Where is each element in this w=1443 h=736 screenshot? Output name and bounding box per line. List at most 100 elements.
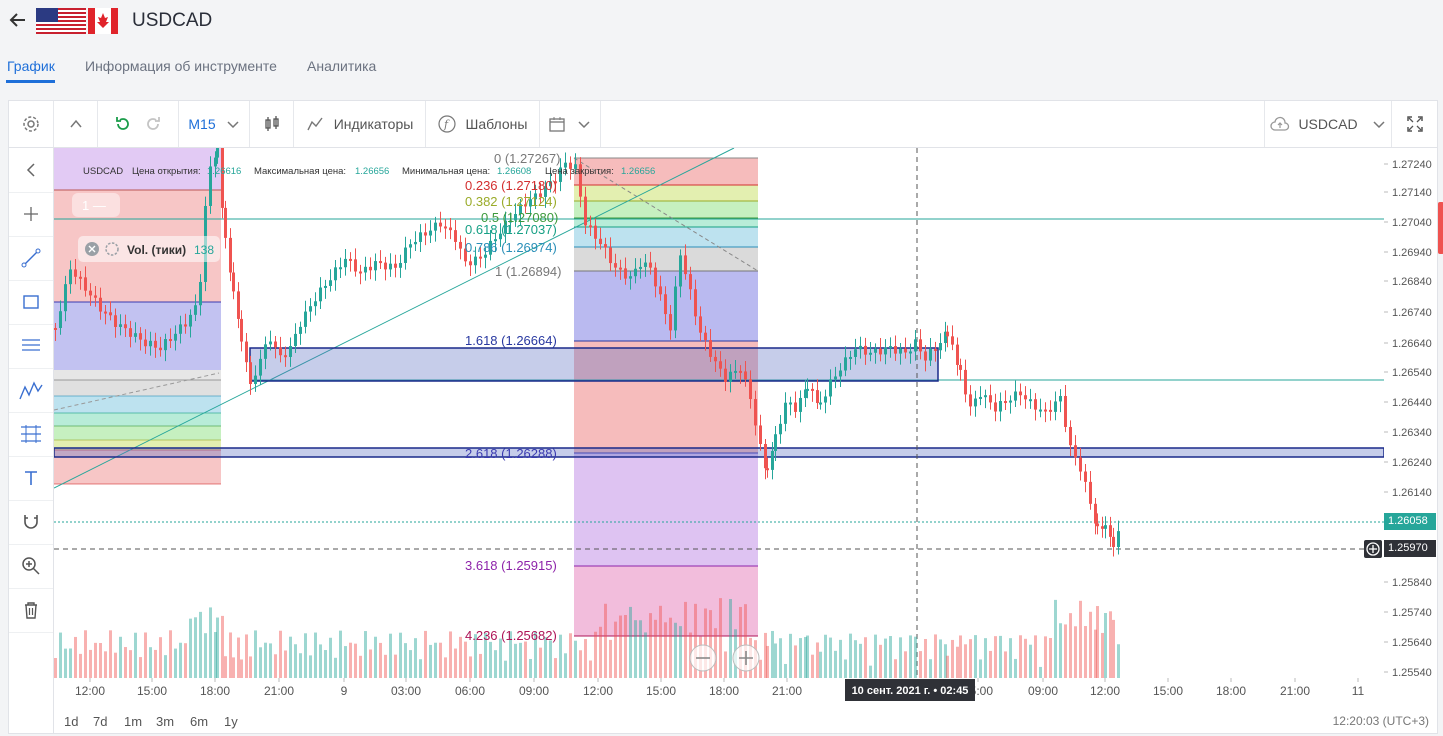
volume-bars [54, 598, 1120, 678]
fib-extension-center[interactable] [573, 157, 759, 637]
fullscreen-button[interactable] [1391, 101, 1438, 147]
time-axis[interactable]: 12:00 15:00 18:00 21:00 9 03:00 06:00 09:00 12:0… [54, 678, 1384, 702]
price-axis[interactable]: 1.27240 1.27140 1.27040 1.26940 1.26840 1.267… [1364, 148, 1437, 679]
candle-body [834, 376, 837, 380]
volume-bar [229, 632, 232, 678]
volume-bar [1101, 632, 1104, 678]
candle-body [394, 263, 397, 268]
time-tick-label: 09:00 [1028, 684, 1058, 698]
rectangle-tool[interactable] [9, 280, 53, 325]
volume-bar [1109, 611, 1112, 678]
volume-bar [69, 648, 72, 678]
volume-bar [64, 648, 67, 678]
zoom-in-button[interactable] [732, 644, 760, 672]
settings-button[interactable] [9, 101, 54, 147]
volume-bar [459, 636, 462, 678]
volume-bar [929, 659, 932, 678]
period-7d[interactable]: 7d [93, 714, 108, 729]
volume-bar [394, 654, 397, 678]
ohlc-legend: USDCAD Цена открытия: 1.26616 Максимальн… [83, 166, 655, 177]
crosshair-tool[interactable] [9, 192, 53, 237]
collapse-button[interactable] [54, 101, 98, 147]
indicators-button[interactable]: Индикаторы [294, 101, 426, 147]
rectangle-zone-lower[interactable] [54, 447, 1384, 458]
volume-bar [824, 634, 827, 678]
candle-body [309, 306, 312, 312]
delete-drawings-button[interactable] [9, 588, 53, 633]
zoom-tool[interactable] [9, 544, 53, 589]
candle-body [389, 263, 392, 270]
pane-control[interactable]: 1 — [72, 193, 120, 217]
redo-icon[interactable] [144, 115, 162, 133]
text-tool[interactable] [9, 456, 53, 501]
channel-tool[interactable] [9, 324, 53, 369]
indicators-icon [307, 117, 323, 131]
candle-body [639, 266, 642, 269]
volume-bar [1019, 635, 1022, 678]
candle-body [564, 162, 567, 168]
tab-instrument-info[interactable]: Информация об инструменте [85, 58, 277, 74]
volume-bar [879, 644, 882, 678]
undo-icon[interactable] [114, 115, 132, 133]
candle-body [699, 316, 702, 333]
price-chart[interactable]: 0 (1.27267) 0.236 (1.27180) 0.382 (1.271… [54, 148, 1384, 678]
chart-type-button[interactable] [250, 101, 294, 147]
scroll-indicator[interactable] [1438, 202, 1443, 254]
magnet-tool[interactable] [9, 500, 53, 545]
volume-bar [964, 644, 967, 678]
volume-bar [1094, 629, 1097, 678]
volume-bar [349, 642, 352, 678]
fibonacci-tool[interactable] [9, 412, 53, 457]
volume-bar [884, 638, 887, 678]
symbol-select[interactable]: USDCAD [1264, 101, 1391, 147]
fib-label: 1.618 (1.26664) [465, 333, 557, 348]
zoom-in-icon [22, 557, 40, 575]
volume-bar [59, 632, 62, 678]
volume-bar [264, 642, 267, 678]
templates-button[interactable]: f Шаблоны [426, 101, 540, 147]
volume-legend[interactable]: Vol. (тики) 138 [78, 236, 220, 262]
volume-bar [164, 655, 167, 678]
trend-line[interactable] [54, 148, 735, 489]
collapse-tools-button[interactable] [9, 148, 53, 193]
period-3m[interactable]: 3m [156, 714, 175, 729]
pattern-tool[interactable] [9, 368, 53, 413]
time-tick-label: 18:00 [200, 684, 230, 698]
candle-body [240, 318, 243, 342]
candle-body [1069, 426, 1072, 446]
tab-chart[interactable]: График [7, 58, 55, 74]
volume-bar [1074, 626, 1077, 678]
period-1y[interactable]: 1y [224, 714, 238, 729]
back-arrow-icon[interactable] [8, 10, 28, 30]
volume-bar [779, 638, 782, 678]
candle-body [859, 345, 862, 350]
candle-body [879, 348, 882, 355]
rectangle-zone-upper[interactable] [249, 347, 939, 382]
period-1m[interactable]: 1m [124, 714, 143, 729]
volume-bar [237, 637, 240, 678]
volume-bar [594, 631, 597, 678]
calendar-select[interactable] [540, 101, 601, 147]
add-alert-button[interactable] [1364, 540, 1382, 558]
indicators-label: Индикаторы [333, 116, 414, 132]
volume-bar [894, 659, 897, 678]
price-tick-label: 1.27240 [1392, 159, 1432, 171]
period-6m[interactable]: 6m [190, 714, 209, 729]
volume-bar [924, 638, 927, 678]
volume-bar [549, 640, 552, 678]
tab-analytics[interactable]: Аналитика [307, 58, 377, 74]
volume-bar [419, 659, 422, 678]
candle-body [771, 450, 774, 470]
zoom-out-button[interactable] [689, 644, 717, 672]
trendline-tool[interactable] [9, 236, 53, 281]
candle-body [344, 258, 347, 268]
candle-body [84, 277, 87, 291]
candle-body [232, 272, 235, 292]
candle-body [569, 162, 572, 169]
timeframe-select[interactable]: M15 [179, 101, 250, 147]
volume-bar [524, 641, 527, 678]
gear-icon [105, 242, 119, 256]
period-1d[interactable]: 1d [64, 714, 79, 729]
candle-body [554, 181, 557, 184]
volume-bar [1104, 612, 1107, 678]
